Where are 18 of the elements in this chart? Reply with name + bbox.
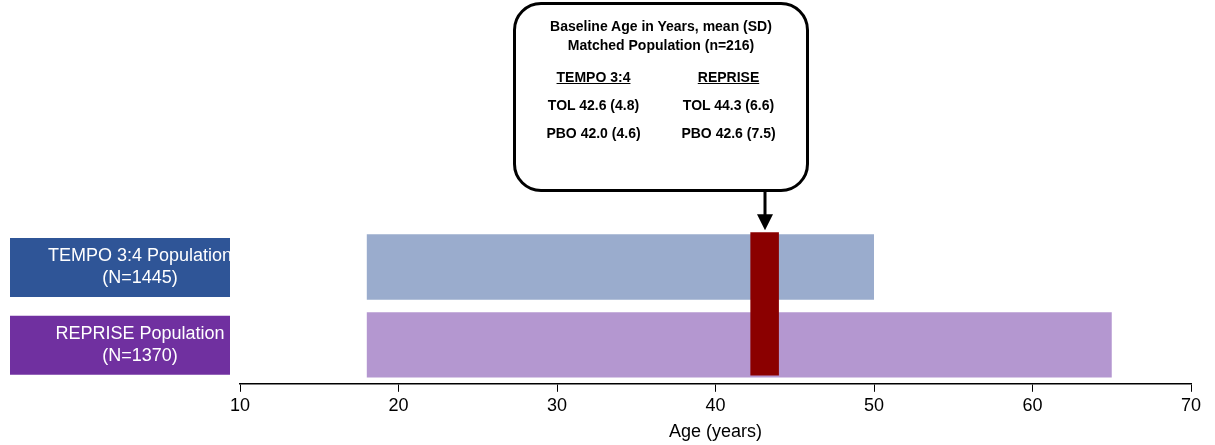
text: Baseline Age in Years, mean (SD) (549, 17, 773, 36)
y-tick-label: TEMPO 3:4 Population (N=1445) (47, 245, 233, 287)
x-tick-label: 10 (229, 394, 251, 415)
text: TOL 42.6 (4.8) (546, 97, 641, 113)
x-tick-label: 40 (705, 394, 726, 415)
y-tick-label: REPRISE Population (N=1370) (55, 323, 225, 365)
text: PBO 42.0 (4.6) (545, 125, 642, 141)
x-tick-label: 20 (388, 394, 409, 415)
text: TOL 44.3 (6.6) (681, 97, 776, 113)
text: TEMPO 3:4 (555, 69, 632, 85)
text: PBO 42.6 (7.5) (680, 125, 777, 141)
x-tick-label: 50 (863, 394, 885, 415)
x-tick-label: 70 (1180, 394, 1202, 415)
x-tick-label: 60 (1022, 394, 1043, 415)
text: REPRISE (696, 69, 761, 85)
x-axis-title: Age (years) (668, 421, 763, 442)
text: Matched Population (n=216) (566, 36, 756, 55)
x-tick-label: 30 (546, 394, 568, 415)
